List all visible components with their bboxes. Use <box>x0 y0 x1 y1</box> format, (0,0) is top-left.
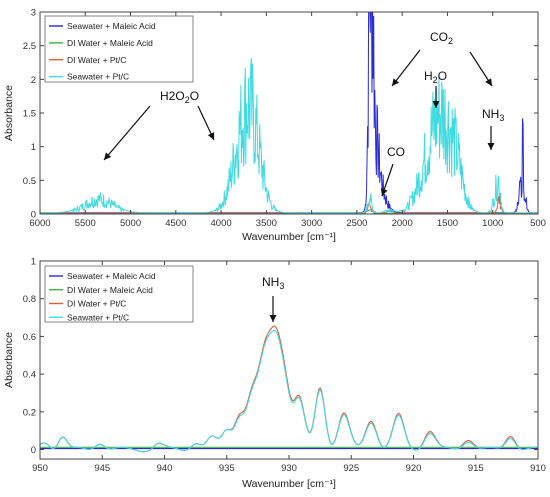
legend-label: DI Water + Pt/C <box>67 299 126 309</box>
legend-label: Seawater + Pt/C <box>67 72 129 82</box>
series-line-3 <box>40 194 538 214</box>
arrow-head <box>487 143 495 150</box>
arrow-head <box>269 315 277 322</box>
y-tick-label: 1.5 <box>23 109 36 120</box>
annotation-arrow <box>103 105 151 161</box>
arrow-head <box>380 188 388 196</box>
chart-panel-1: 6000 5500 5000 4500 4000 3500 3000 2500 2000 1500… <box>3 8 546 244</box>
legend-box <box>44 15 194 83</box>
x-axis-label: Wavenumber [cm⁻¹] <box>242 478 336 490</box>
x-tick-label: 2500 <box>346 218 367 229</box>
chart-panel-2: 950 945 940 935 930 925 920 915 910 0 0.2 0.4 0.6 0.8… <box>3 257 546 491</box>
x-tick-label: 915 <box>468 463 484 474</box>
y-tick-label: 2 <box>31 75 36 86</box>
arrow-head <box>392 78 400 86</box>
x-tick-label: 6000 <box>29 218 50 229</box>
x-tick-label: 3000 <box>301 218 322 229</box>
x-tick-label: 925 <box>343 463 359 474</box>
x-tick-label: 1000 <box>482 218 503 229</box>
y-axis-label: Absorbance <box>3 332 15 388</box>
x-tick-label: 3500 <box>256 218 277 229</box>
annotation-arrow <box>391 49 421 87</box>
annotation-label: H2O <box>424 69 447 85</box>
legend-label: Seawater + Maleic Acid <box>67 21 156 31</box>
y-tick-label: 0.5 <box>23 176 36 187</box>
legend-label: DI Water + Maleic Acid <box>67 285 153 295</box>
x-tick-label: 5000 <box>120 218 141 229</box>
arrow-head <box>432 101 440 108</box>
x-tick-label: 4000 <box>211 218 232 229</box>
y-tick-label: 0.2 <box>23 407 36 418</box>
x-tick-label: 950 <box>32 463 48 474</box>
x-tick-label: 1500 <box>437 218 458 229</box>
annotation-label: CO2 <box>430 30 453 46</box>
y-tick-label: 0.6 <box>23 332 36 343</box>
x-tick-label: 930 <box>281 463 297 474</box>
y-tick-label: 0.8 <box>23 294 36 305</box>
y-axis-label: Absorbance <box>3 85 15 141</box>
x-tick-label: 2000 <box>392 218 413 229</box>
annotation-label: H2O2O <box>160 89 199 105</box>
annotation-label: NH3 <box>262 275 284 291</box>
y-tick-label: 0 <box>31 210 36 221</box>
x-tick-label: 5500 <box>75 218 96 229</box>
x-tick-label: 500 <box>530 218 546 229</box>
legend-box <box>44 265 194 323</box>
x-tick-label: 920 <box>406 463 422 474</box>
series-line-4 <box>40 329 538 453</box>
x-axis-label: Wavenumber [cm⁻¹] <box>242 231 336 243</box>
y-tick-label: 1 <box>31 257 36 268</box>
arrow-head <box>485 78 492 86</box>
x-tick-label: 4500 <box>165 218 186 229</box>
y-tick-label: 2.5 <box>23 41 36 52</box>
legend-label: Seawater + Maleic Acid <box>67 271 156 281</box>
y-tick-label: 0.4 <box>23 370 36 381</box>
arrow-head <box>104 152 112 160</box>
x-tick-label: 945 <box>94 463 110 474</box>
legend-label: DI Water + Pt/C <box>67 55 126 65</box>
x-tick-label: 940 <box>157 463 173 474</box>
x-tick-label: 910 <box>530 463 546 474</box>
y-tick-label: 3 <box>31 8 36 19</box>
legend-label: DI Water + Maleic Acid <box>67 38 153 48</box>
series-line-3 <box>40 325 538 453</box>
x-tick-label: 935 <box>219 463 235 474</box>
annotation-label: CO <box>387 145 405 159</box>
legend-label: Seawater + Pt/C <box>67 312 129 322</box>
y-tick-label: 0 <box>31 445 36 456</box>
annotation-label: NH3 <box>482 107 504 123</box>
series-line-4 <box>40 58 538 214</box>
y-tick-label: 1 <box>31 142 36 153</box>
arrow-head <box>207 132 215 140</box>
